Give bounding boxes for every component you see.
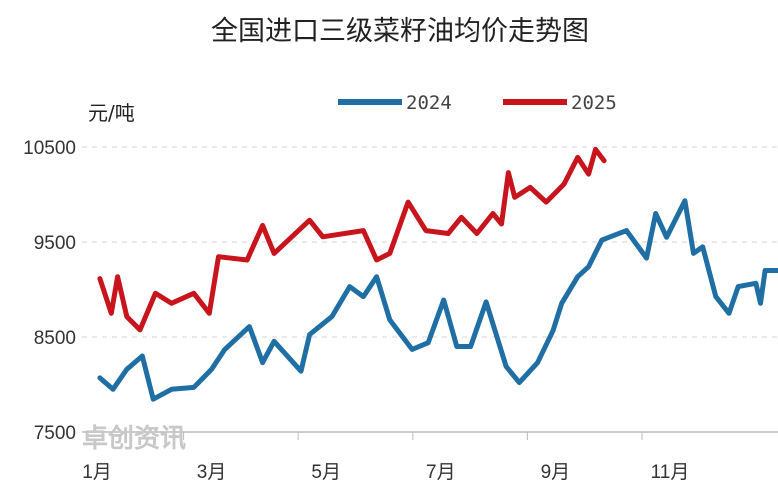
gridlines [82,146,778,433]
legend-label-2024: 2024 [406,92,452,114]
legend-label-2025: 2025 [571,92,617,114]
x-tick-label: 5月 [311,462,341,483]
series-lines [97,146,778,402]
x-tick-label: 3月 [197,462,227,483]
x-tick-label: 9月 [541,462,571,483]
y-tick-label: 9500 [34,233,76,254]
x-tick-label: 7月 [426,462,456,483]
x-axis-ticks: 1月 3月 5月 7月 9月 11月 [82,432,689,483]
y-tick-label: 10500 [23,138,76,159]
y-axis-unit: 元/吨 [88,101,135,125]
series-line-2025 [97,146,607,333]
legend: 2024 2025 [338,92,617,114]
watermark-logo: 卓创资讯 [82,424,186,454]
y-tick-label: 8500 [34,328,76,349]
x-tick-label: 1月 [82,462,112,483]
x-tick-label: 11月 [651,462,690,483]
series-line-2024 [97,198,778,402]
y-axis-ticks: 10500 9500 8500 7500 [23,138,76,444]
chart-title: 全国进口三级菜籽油均价走势图 [211,16,589,47]
y-tick-label: 7500 [34,423,76,444]
